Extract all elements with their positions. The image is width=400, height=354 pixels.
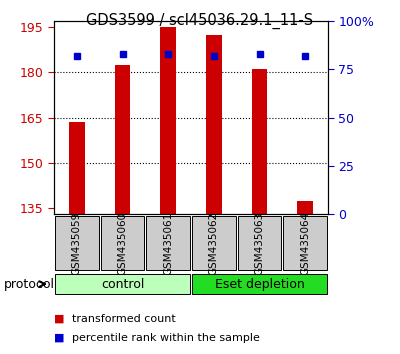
Bar bbox=[100, 217, 144, 270]
Bar bbox=[160, 27, 176, 214]
Text: control: control bbox=[101, 278, 144, 291]
Text: Eset depletion: Eset depletion bbox=[215, 278, 304, 291]
Bar bbox=[283, 217, 327, 270]
Text: ■: ■ bbox=[54, 333, 64, 343]
Bar bbox=[55, 274, 190, 295]
Bar bbox=[238, 217, 282, 270]
Text: GSM435063: GSM435063 bbox=[254, 212, 264, 275]
Text: GSM435059: GSM435059 bbox=[72, 212, 82, 275]
Text: GSM435064: GSM435064 bbox=[300, 212, 310, 275]
Bar bbox=[252, 69, 268, 214]
Bar bbox=[192, 217, 236, 270]
Bar bbox=[55, 217, 99, 270]
Bar bbox=[114, 65, 130, 214]
Text: GSM435060: GSM435060 bbox=[118, 212, 128, 275]
Text: GSM435062: GSM435062 bbox=[209, 212, 219, 275]
Text: GDS3599 / scl45036.29.1_11-S: GDS3599 / scl45036.29.1_11-S bbox=[86, 12, 314, 29]
Text: transformed count: transformed count bbox=[72, 314, 176, 324]
Text: ■: ■ bbox=[54, 314, 64, 324]
Text: percentile rank within the sample: percentile rank within the sample bbox=[72, 333, 260, 343]
Bar bbox=[146, 217, 190, 270]
Bar bbox=[297, 201, 313, 214]
Bar bbox=[192, 274, 327, 295]
Text: protocol: protocol bbox=[4, 278, 55, 291]
Bar bbox=[69, 122, 85, 214]
Bar bbox=[206, 35, 222, 214]
Text: GSM435061: GSM435061 bbox=[163, 212, 173, 275]
